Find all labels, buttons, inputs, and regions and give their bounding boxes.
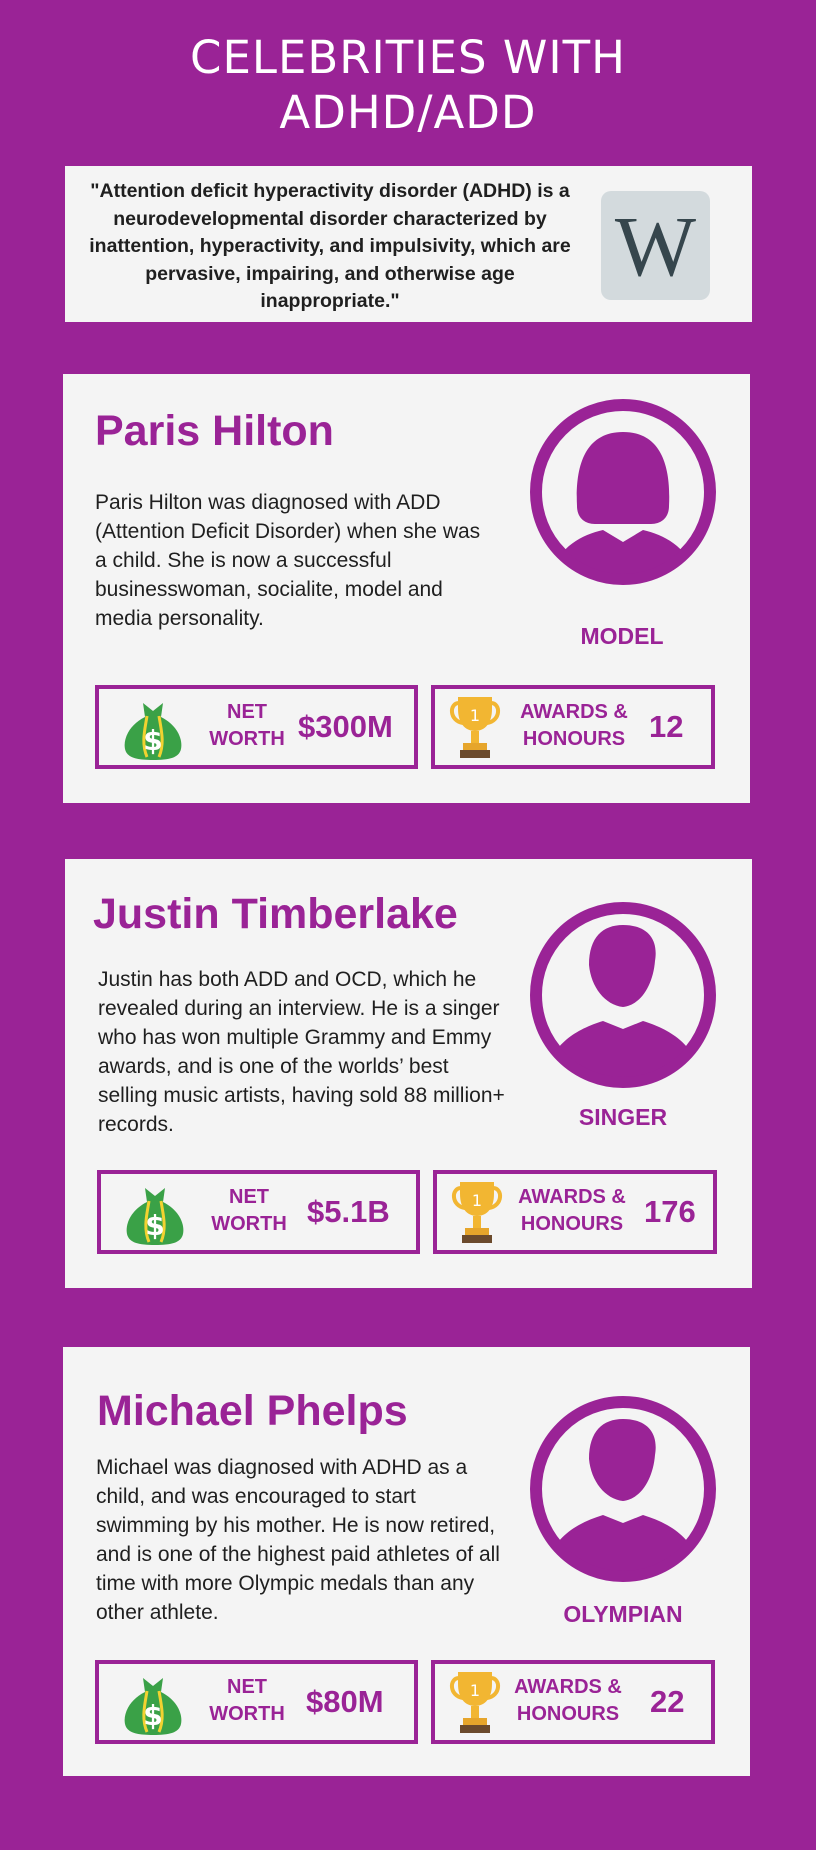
celebrity-role: MODEL: [580, 623, 664, 649]
awards-label-line-1: AWARDS &: [520, 701, 628, 723]
net-worth-box: $ NET WORTH $300M: [95, 685, 418, 769]
net-worth-label-line-1: NET: [229, 1186, 269, 1208]
svg-text:$: $: [143, 724, 162, 757]
awards-box: 1 AWARDS & HONOURS 22: [431, 1660, 715, 1744]
celebrity-name: Justin Timberlake: [93, 890, 458, 938]
title-line-2: ADHD/ADD: [279, 86, 537, 139]
svg-text:$: $: [145, 1209, 164, 1242]
net-worth-label-line-1: NET: [227, 701, 267, 723]
svg-text:1: 1: [470, 1681, 480, 1700]
money-bag-icon: $: [124, 703, 182, 760]
awards-label-line-1: AWARDS &: [514, 1676, 622, 1698]
money-bag-icon: $: [126, 1188, 184, 1245]
celebrity-card-michael-phelps: Michael Phelps Michael was diagnosed wit…: [63, 1347, 750, 1776]
awards-label-line-2: HONOURS: [522, 728, 626, 750]
title-line-1: CELEBRITIES WITH: [190, 31, 626, 84]
awards-value: 12: [649, 709, 684, 744]
celebrity-role: SINGER: [578, 1104, 668, 1130]
net-worth-label: NET WORTH: [204, 1184, 294, 1238]
net-worth-label-line-1: NET: [227, 1676, 267, 1698]
awards-label: AWARDS & HONOURS: [512, 1184, 632, 1238]
awards-label-line-1: AWARDS &: [518, 1186, 626, 1208]
celebrity-card-paris-hilton: Paris Hilton Paris Hilton was diagnosed …: [63, 374, 750, 803]
page-title: CELEBRITIES WITH ADHD/ADD: [0, 30, 816, 140]
celebrity-description: Michael was diagnosed with ADHD as a chi…: [96, 1456, 500, 1624]
net-worth-label-line-2: WORTH: [209, 728, 285, 750]
net-worth-value: $300M: [298, 709, 393, 744]
net-worth-value: $80M: [306, 1684, 384, 1719]
awards-value: 22: [650, 1684, 685, 1719]
awards-value: 176: [644, 1194, 696, 1229]
wikipedia-logo-letter: W: [614, 197, 697, 294]
celebrity-role: OLYMPIAN: [563, 1601, 683, 1627]
awards-box: 1 AWARDS & HONOURS 12: [431, 685, 715, 769]
svg-text:1: 1: [472, 1191, 482, 1210]
celebrity-description: Justin has both ADD and OCD, which he re…: [98, 968, 505, 1136]
definition-box: "Attention deficit hyperactivity disorde…: [65, 166, 752, 322]
awards-label-line-2: HONOURS: [516, 1703, 620, 1725]
awards-label-line-2: HONOURS: [520, 1213, 624, 1235]
svg-text:1: 1: [470, 706, 480, 725]
trophy-icon: 1: [452, 1182, 502, 1243]
net-worth-box: $ NET WORTH $80M: [95, 1660, 418, 1744]
trophy-icon: 1: [450, 697, 500, 758]
trophy-icon: 1: [450, 1672, 500, 1733]
male-avatar-icon: [530, 902, 716, 1088]
money-bag-icon: $: [124, 1678, 182, 1735]
celebrity-name: Paris Hilton: [95, 407, 334, 455]
wikipedia-logo: W: [601, 191, 710, 300]
awards-label: AWARDS & HONOURS: [508, 1674, 628, 1728]
female-avatar-icon: [530, 399, 716, 585]
net-worth-label-line-2: WORTH: [211, 1213, 287, 1235]
celebrity-card-justin-timberlake: Justin Timberlake Justin has both ADD an…: [65, 859, 752, 1288]
net-worth-value: $5.1B: [307, 1194, 390, 1229]
net-worth-label: NET WORTH: [202, 699, 292, 753]
awards-box: 1 AWARDS & HONOURS 176: [433, 1170, 717, 1254]
net-worth-label: NET WORTH: [202, 1674, 292, 1728]
awards-label: AWARDS & HONOURS: [514, 699, 634, 753]
net-worth-label-line-2: WORTH: [209, 1703, 285, 1725]
net-worth-box: $ NET WORTH $5.1B: [97, 1170, 420, 1254]
celebrity-name: Michael Phelps: [97, 1387, 408, 1435]
celebrity-description: Paris Hilton was diagnosed with ADD (Att…: [95, 491, 481, 630]
male-avatar-icon: [530, 1396, 716, 1582]
svg-text:$: $: [143, 1699, 162, 1732]
adhd-definition-quote: "Attention deficit hyperactivity disorde…: [89, 180, 571, 312]
